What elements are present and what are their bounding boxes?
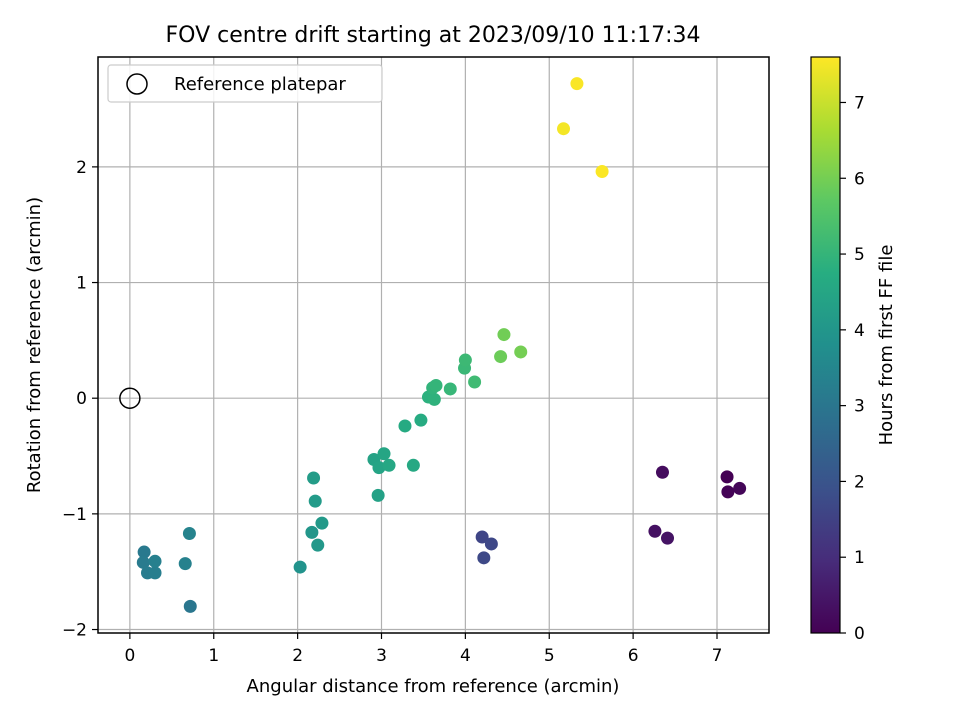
data-points — [119, 77, 747, 613]
colorbar-tick-label: 3 — [854, 397, 865, 417]
colorbar-ticks: 0 1 2 3 4 5 6 7 — [840, 93, 865, 644]
colorbar-gradient — [810, 56, 841, 634]
data-point — [570, 77, 584, 91]
y-tick-label: −1 — [62, 505, 87, 525]
data-point — [514, 345, 528, 359]
data-point — [136, 555, 150, 569]
data-point — [137, 545, 151, 559]
data-point — [148, 554, 162, 568]
colorbar-tick-label: 0 — [854, 624, 865, 644]
data-point — [475, 530, 489, 544]
data-point — [371, 488, 385, 502]
data-point — [429, 378, 443, 392]
y-tick-label: −2 — [62, 621, 87, 641]
x-axis-label: Angular distance from reference (arcmin) — [247, 676, 620, 697]
colorbar-tick-label: 1 — [854, 548, 865, 568]
data-point — [733, 481, 747, 495]
reference-platepar-marker — [119, 387, 141, 409]
data-point — [406, 458, 420, 472]
data-point — [497, 328, 511, 342]
data-point — [484, 537, 498, 551]
data-point — [443, 382, 457, 396]
y-tick-label: 2 — [76, 158, 87, 178]
data-point — [661, 531, 675, 545]
data-point — [494, 350, 508, 364]
colorbar-tick-label: 4 — [854, 321, 865, 341]
data-point — [721, 485, 735, 499]
data-point — [382, 458, 396, 472]
data-point — [293, 560, 307, 574]
data-point — [414, 413, 428, 427]
data-point — [398, 419, 412, 433]
data-point — [183, 599, 197, 613]
data-point — [557, 122, 571, 136]
legend: Reference platepar — [107, 64, 383, 103]
data-point — [308, 494, 322, 508]
data-point — [182, 527, 196, 541]
data-point — [427, 392, 441, 406]
data-point — [377, 447, 391, 461]
legend-box — [107, 64, 383, 103]
x-tick-label: 4 — [460, 646, 471, 666]
x-tick-label: 2 — [292, 646, 303, 666]
data-point — [655, 465, 669, 479]
data-point — [315, 516, 329, 530]
x-tick-label: 1 — [208, 646, 219, 666]
legend-label-reference: Reference platepar — [174, 74, 346, 95]
colorbar-tick-label: 2 — [854, 472, 865, 492]
y-tick-label: 1 — [76, 274, 87, 294]
chart-title: FOV centre drift starting at 2023/09/10 … — [166, 23, 701, 48]
data-point — [311, 538, 325, 552]
data-point — [720, 470, 734, 484]
colorbar-tick-label: 6 — [854, 169, 865, 189]
colorbar-label: Hours from first FF file — [876, 245, 897, 446]
axis-ticks: 0 1 2 3 4 5 6 7 −2 −1 0 1 2 — [62, 158, 722, 666]
x-tick-label: 6 — [628, 646, 639, 666]
data-point — [458, 353, 472, 367]
y-axis-label: Rotation from reference (arcmin) — [24, 197, 45, 493]
legend-marker-reference — [126, 73, 148, 95]
colorbar: 0 1 2 3 4 5 6 7 Hours from first FF file — [810, 56, 897, 644]
data-point — [148, 566, 162, 580]
colorbar-tick-label: 7 — [854, 93, 865, 113]
x-tick-label: 0 — [124, 646, 135, 666]
y-tick-label: 0 — [76, 389, 87, 409]
data-point — [477, 551, 491, 565]
data-point — [307, 471, 321, 485]
x-tick-label: 3 — [376, 646, 387, 666]
grid-lines — [98, 57, 769, 633]
data-point — [305, 525, 319, 539]
plot-frame — [97, 56, 770, 634]
data-point — [372, 461, 386, 475]
x-tick-label: 5 — [544, 646, 555, 666]
colorbar-tick-label: 5 — [854, 245, 865, 265]
data-point — [648, 524, 662, 538]
data-point — [468, 375, 482, 389]
x-tick-label: 7 — [712, 646, 723, 666]
data-point — [178, 557, 192, 571]
data-point — [595, 165, 609, 179]
